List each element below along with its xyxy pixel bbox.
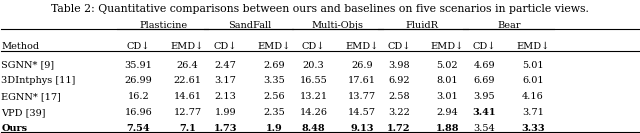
Text: 26.9: 26.9	[351, 61, 373, 70]
Text: EGNN* [17]: EGNN* [17]	[1, 92, 61, 101]
Text: 20.3: 20.3	[303, 61, 324, 70]
Text: 6.01: 6.01	[522, 76, 544, 86]
Text: VPD [39]: VPD [39]	[1, 108, 46, 117]
Text: 26.4: 26.4	[177, 61, 198, 70]
Text: Method: Method	[1, 42, 40, 51]
Text: 1.88: 1.88	[436, 124, 459, 133]
Text: 12.77: 12.77	[173, 108, 202, 117]
Text: 8.48: 8.48	[302, 124, 325, 133]
Text: 26.99: 26.99	[124, 76, 152, 86]
Text: 7.54: 7.54	[127, 124, 150, 133]
Text: 7.1: 7.1	[179, 124, 196, 133]
Text: CD↓: CD↓	[127, 42, 150, 51]
Text: 3.71: 3.71	[522, 108, 544, 117]
Text: 14.26: 14.26	[300, 108, 328, 117]
Text: SandFall: SandFall	[228, 21, 271, 30]
Text: EMD↓: EMD↓	[516, 42, 550, 51]
Text: 9.13: 9.13	[351, 124, 374, 133]
Text: 6.92: 6.92	[388, 76, 410, 86]
Text: 2.69: 2.69	[263, 61, 285, 70]
Text: 3DIntphys [11]: 3DIntphys [11]	[1, 76, 76, 86]
Text: Multi-Objs: Multi-Objs	[312, 21, 364, 30]
Text: 14.57: 14.57	[348, 108, 376, 117]
Text: 2.56: 2.56	[263, 92, 285, 101]
Text: Table 2: Quantitative comparisons between ours and baselines on five scenarios i: Table 2: Quantitative comparisons betwee…	[51, 4, 589, 14]
Text: 3.54: 3.54	[474, 124, 495, 133]
Text: EMD↓: EMD↓	[171, 42, 204, 51]
Text: 3.17: 3.17	[214, 76, 236, 86]
Text: 13.77: 13.77	[348, 92, 376, 101]
Text: 5.02: 5.02	[436, 61, 458, 70]
Text: 14.61: 14.61	[173, 92, 202, 101]
Text: 5.01: 5.01	[522, 61, 544, 70]
Text: 3.01: 3.01	[436, 92, 458, 101]
Text: 3.22: 3.22	[388, 108, 410, 117]
Text: 16.96: 16.96	[124, 108, 152, 117]
Text: CD↓: CD↓	[473, 42, 496, 51]
Text: 35.91: 35.91	[124, 61, 152, 70]
Text: 2.13: 2.13	[214, 92, 236, 101]
Text: 1.99: 1.99	[214, 108, 236, 117]
Text: Plasticine: Plasticine	[139, 21, 188, 30]
Text: CD↓: CD↓	[302, 42, 325, 51]
Text: 3.98: 3.98	[388, 61, 410, 70]
Text: 1.72: 1.72	[387, 124, 410, 133]
Text: EMD↓: EMD↓	[257, 42, 291, 51]
Text: FluidR: FluidR	[406, 21, 439, 30]
Text: 2.58: 2.58	[388, 92, 410, 101]
Text: 17.61: 17.61	[348, 76, 376, 86]
Text: 3.33: 3.33	[522, 124, 545, 133]
Text: 13.21: 13.21	[300, 92, 328, 101]
Text: Bear: Bear	[498, 21, 521, 30]
Text: 16.2: 16.2	[127, 92, 149, 101]
Text: 1.9: 1.9	[266, 124, 282, 133]
Text: 3.95: 3.95	[474, 92, 495, 101]
Text: EMD↓: EMD↓	[346, 42, 379, 51]
Text: EMD↓: EMD↓	[431, 42, 464, 51]
Text: 1.73: 1.73	[214, 124, 237, 133]
Text: 4.69: 4.69	[474, 61, 495, 70]
Text: 6.69: 6.69	[474, 76, 495, 86]
Text: SGNN* [9]: SGNN* [9]	[1, 61, 54, 70]
Text: 16.55: 16.55	[300, 76, 328, 86]
Text: Ours: Ours	[1, 124, 28, 133]
Text: 8.01: 8.01	[436, 76, 458, 86]
Text: 4.16: 4.16	[522, 92, 544, 101]
Text: 3.41: 3.41	[473, 108, 496, 117]
Text: CD↓: CD↓	[387, 42, 410, 51]
Text: 3.35: 3.35	[263, 76, 285, 86]
Text: 2.47: 2.47	[214, 61, 236, 70]
Text: CD↓: CD↓	[214, 42, 237, 51]
Text: 2.94: 2.94	[436, 108, 458, 117]
Text: 22.61: 22.61	[173, 76, 202, 86]
Text: 2.35: 2.35	[263, 108, 285, 117]
